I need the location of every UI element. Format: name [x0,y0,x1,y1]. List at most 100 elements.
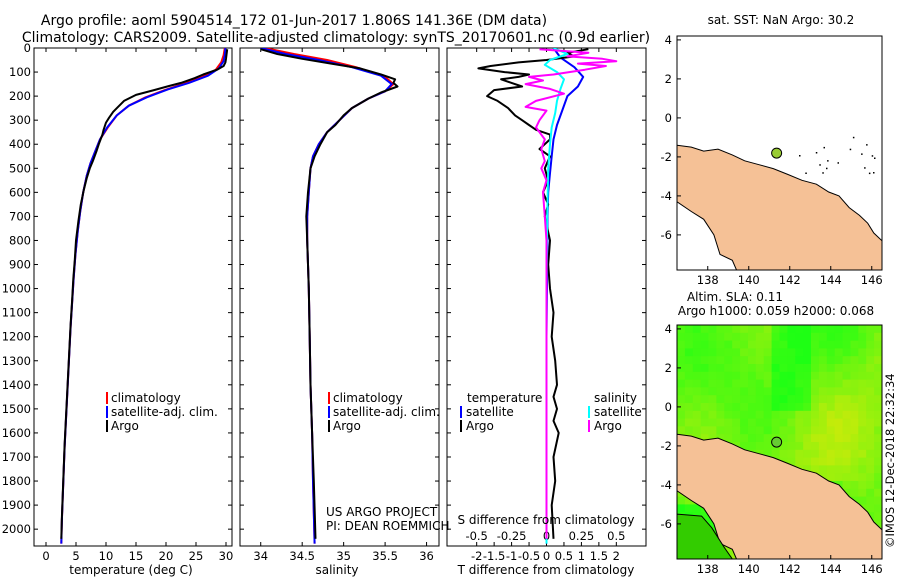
sla-cell [708,403,717,412]
sla-cell [755,387,765,396]
lat-tick-label: -4 [661,189,672,203]
sla-cell [866,395,875,404]
sla-cell [771,403,781,412]
sla-cell [795,418,804,427]
x-tick-label: 25 [189,549,204,563]
sla-cell [684,325,694,334]
sla-cell [858,403,867,412]
lon-tick-label: 144 [820,562,842,576]
sla-cell [826,379,836,388]
sla-cell [811,410,820,420]
salinity-legend: climatology satellite-adj. clim. Argo [328,391,440,433]
legend-label-satellite: satellite-adj. clim. [333,405,440,419]
legend-label-t-satellite: satellite [466,405,514,419]
sla-cell [842,449,852,459]
sla-cell [740,403,749,412]
sla-cell [684,340,694,349]
s-diff-tick-label: -0.25 [497,529,527,543]
sla-cell [834,457,844,466]
sla-cell [834,442,844,451]
sla-cell [748,364,757,373]
sla-cell [858,379,867,388]
sla-cell [724,426,733,435]
sla-cell [866,348,875,357]
sla-cell [850,356,859,365]
sla-cell [771,410,781,420]
sla-cell [850,488,859,498]
salinity-panel: 34 34.5 35 35.5 36 [239,47,440,563]
sla-cell [866,488,875,498]
sla-cell [779,325,788,334]
sla-cell [874,332,882,342]
x-tick-label: 10 [99,549,114,563]
sla-cell [850,473,859,482]
sla-cell [818,332,828,342]
sla-cell [850,449,859,459]
sla-cell [811,364,820,373]
lat-tick-label: -4 [661,478,672,492]
island-dot [873,172,875,174]
sla-cell [826,364,836,373]
sla-cell [716,356,725,365]
sla-cell [724,356,733,365]
s-diff-tick-label: 0.5 [607,529,625,543]
legend-label-t-argo: Argo [466,419,494,433]
sla-cell [834,371,844,381]
x-tick-label: 20 [159,549,174,563]
sla-cell [811,403,820,412]
figure-title-line2: Climatology: CARS2009. Satellite-adjuste… [22,30,650,46]
sla-cell [842,395,852,404]
map-frame [676,324,883,560]
sla-cell [748,348,757,357]
sla-cell [732,387,741,396]
sla-cell [803,442,812,451]
island-dot [868,172,871,175]
sla-cell [692,410,702,420]
sla-cell [795,356,804,365]
sla-cell [755,371,765,381]
sla-cell [748,325,757,334]
legend-title-temperature: temperature [467,391,542,405]
sla-cell [858,488,867,498]
sla-cell [818,426,828,435]
sla-cell [692,426,702,435]
sla-cell [818,465,828,474]
sla-cell [716,348,725,357]
legend-label-argo: Argo [111,419,139,433]
sla-cell [826,418,836,427]
sla-cell [708,364,717,373]
sla-cell [677,371,686,381]
sla-cell [803,325,812,334]
series-line-climatology [60,48,226,544]
sla-cell [748,418,757,427]
sla-cell [700,403,710,412]
sla-cell [732,395,741,404]
sla-cell [708,520,717,529]
sla-cell [732,403,741,412]
sla-cell [708,379,717,388]
x-tick-label: 0 [543,549,550,563]
sla-cell [779,403,788,412]
sla-cell [874,403,882,412]
island-dot [849,148,852,151]
sla-cell [826,395,836,404]
sla-cell [818,449,828,459]
sla-cell [850,434,859,443]
sla-cell [716,371,725,381]
sla-cell [858,364,867,373]
x-tick-label: 1.5 [590,549,608,563]
sla-cell [771,395,781,404]
temperature-panel: 0100200300400500600700800900100011001200… [2,41,234,563]
sla-cell [692,395,702,404]
depth-tick-label: 1500 [2,402,31,416]
series-line-t-argo [477,48,589,539]
sla-cell [858,434,867,443]
sla-cell [866,473,875,482]
sla-cell [740,348,749,357]
land-new-guinea [677,144,882,270]
sla-map-title2: Argo h1000: 0.059 h2000: 0.068 [678,304,874,318]
sla-cell [677,426,686,435]
sla-cell [708,348,717,357]
sla-cell [700,418,710,427]
island-dot [861,153,863,155]
